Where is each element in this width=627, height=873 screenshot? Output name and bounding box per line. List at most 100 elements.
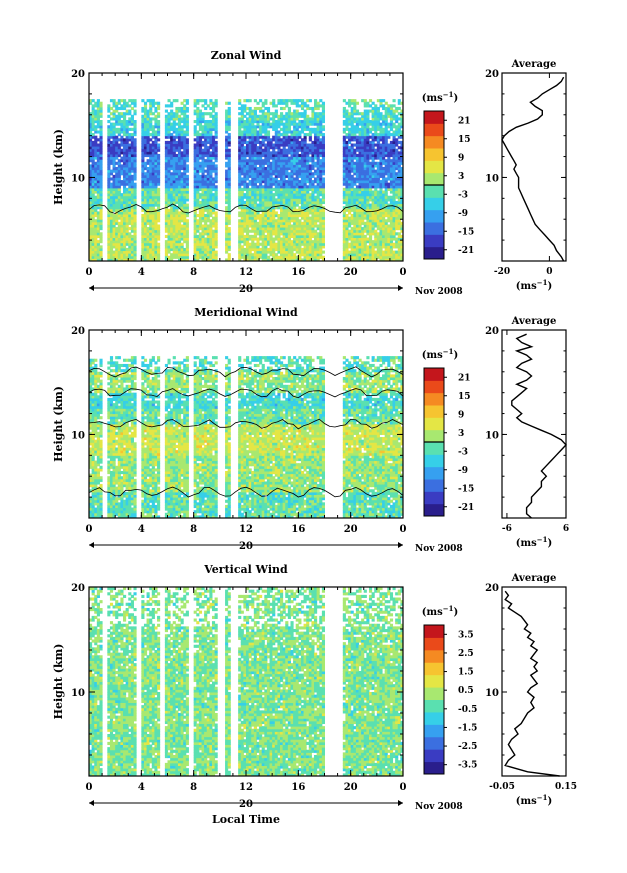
heatmap-cell (274, 138, 278, 142)
heatmap-cell (125, 250, 129, 254)
heatmap-cell (277, 182, 281, 186)
heatmap-cell (225, 156, 229, 160)
heatmap-cell (198, 219, 203, 223)
heatmap-cell (295, 109, 299, 113)
heatmap-cell (214, 99, 218, 103)
heatmap-cell (96, 122, 100, 126)
heatmap-cell (96, 138, 100, 142)
heatmap-cell (261, 153, 265, 158)
heatmap-cell (143, 114, 148, 118)
heatmap-cell (167, 255, 171, 259)
heatmap-cell (238, 229, 242, 233)
heatmap-cell (183, 190, 187, 194)
heatmap-cell (185, 143, 189, 147)
heatmap-cell (274, 180, 278, 184)
heatmap-cell (125, 198, 129, 202)
heatmap-cell (264, 133, 268, 137)
heatmap-cell (298, 193, 302, 197)
heatmap-cell (149, 219, 153, 223)
heatmap-cell (253, 106, 257, 111)
heatmap-cell (193, 169, 197, 173)
heatmap-cell (295, 174, 299, 178)
heatmap-cell (243, 159, 247, 163)
heatmap-cell (89, 117, 93, 121)
heatmap-cell (261, 174, 265, 178)
heatmap-cell (196, 161, 200, 165)
heatmap-cell (125, 156, 129, 160)
heatmap-cell (128, 206, 132, 210)
heatmap-cell (256, 208, 260, 212)
heatmap-cell (196, 164, 200, 168)
heatmap-cell (157, 127, 161, 131)
heatmap-cell (248, 120, 252, 124)
heatmap-cell (256, 161, 260, 165)
heatmap-cell (91, 250, 95, 254)
heatmap-cell (99, 114, 103, 118)
heatmap-cell (123, 187, 127, 191)
heatmap-cell (198, 135, 203, 139)
heatmap-cell (128, 159, 132, 163)
heatmap-cell (109, 258, 114, 262)
heatmap-cell (253, 99, 257, 103)
heatmap-cell (91, 200, 95, 205)
heatmap-cell (96, 172, 100, 176)
heatmap-cell (143, 127, 148, 131)
heatmap-cell (167, 174, 171, 178)
heatmap-cell (269, 258, 273, 262)
heatmap-cell (170, 190, 174, 194)
heatmap-cell (94, 214, 98, 218)
heatmap-cell (198, 247, 203, 252)
heatmap-cell (128, 164, 132, 168)
heatmap-cell (204, 200, 208, 205)
heatmap-cell (282, 143, 286, 147)
heatmap-cell (149, 195, 153, 199)
heatmap-cell (253, 114, 257, 118)
heatmap-cell (120, 114, 124, 118)
heatmap-cell (180, 237, 184, 241)
heatmap-cell (99, 177, 103, 181)
heatmap-cell (287, 221, 291, 225)
heatmap-cell (180, 109, 184, 113)
heatmap-cell (240, 180, 244, 184)
heatmap-cell (214, 135, 218, 139)
heatmap-cell (251, 253, 255, 257)
heatmap-cell (240, 250, 244, 254)
heatmap-cell (253, 164, 257, 168)
heatmap-cell (180, 200, 184, 205)
heatmap-cell (141, 250, 145, 254)
heatmap-cell (227, 206, 231, 210)
heatmap-cell (115, 190, 119, 194)
heatmap-cell (149, 190, 153, 194)
heatmap-cell (261, 187, 265, 191)
heatmap-cell (238, 195, 242, 199)
heatmap-cell (272, 182, 276, 186)
heatmap-cell (94, 234, 98, 238)
heatmap-cell (206, 232, 210, 236)
heatmap-cell (274, 112, 278, 116)
heatmap-cell (211, 224, 216, 228)
heatmap-cell (143, 245, 148, 249)
heatmap-cell (259, 195, 263, 199)
heatmap-cell (143, 234, 148, 238)
heatmap-cell (246, 143, 250, 147)
heatmap-cell (109, 122, 114, 126)
heatmap-cell (117, 127, 121, 131)
heatmap-cell (274, 190, 278, 194)
heatmap-cell (107, 195, 111, 199)
heatmap-cell (96, 146, 100, 150)
heatmap-cell (277, 245, 281, 249)
heatmap-cell (243, 234, 247, 238)
heatmap-cell (295, 219, 299, 223)
heatmap-cell (243, 177, 247, 181)
heatmap-cell (120, 172, 124, 176)
heatmap-cell (130, 221, 134, 225)
heatmap-cell (285, 120, 289, 124)
heatmap-cell (280, 185, 284, 189)
heatmap-cell (89, 177, 93, 181)
heatmap-cell (290, 229, 294, 233)
heatmap-cell (146, 180, 150, 184)
heatmap-cell (264, 135, 268, 139)
heatmap-cell (256, 135, 260, 139)
heatmap-cell (89, 120, 93, 124)
heatmap-cell (167, 245, 171, 249)
